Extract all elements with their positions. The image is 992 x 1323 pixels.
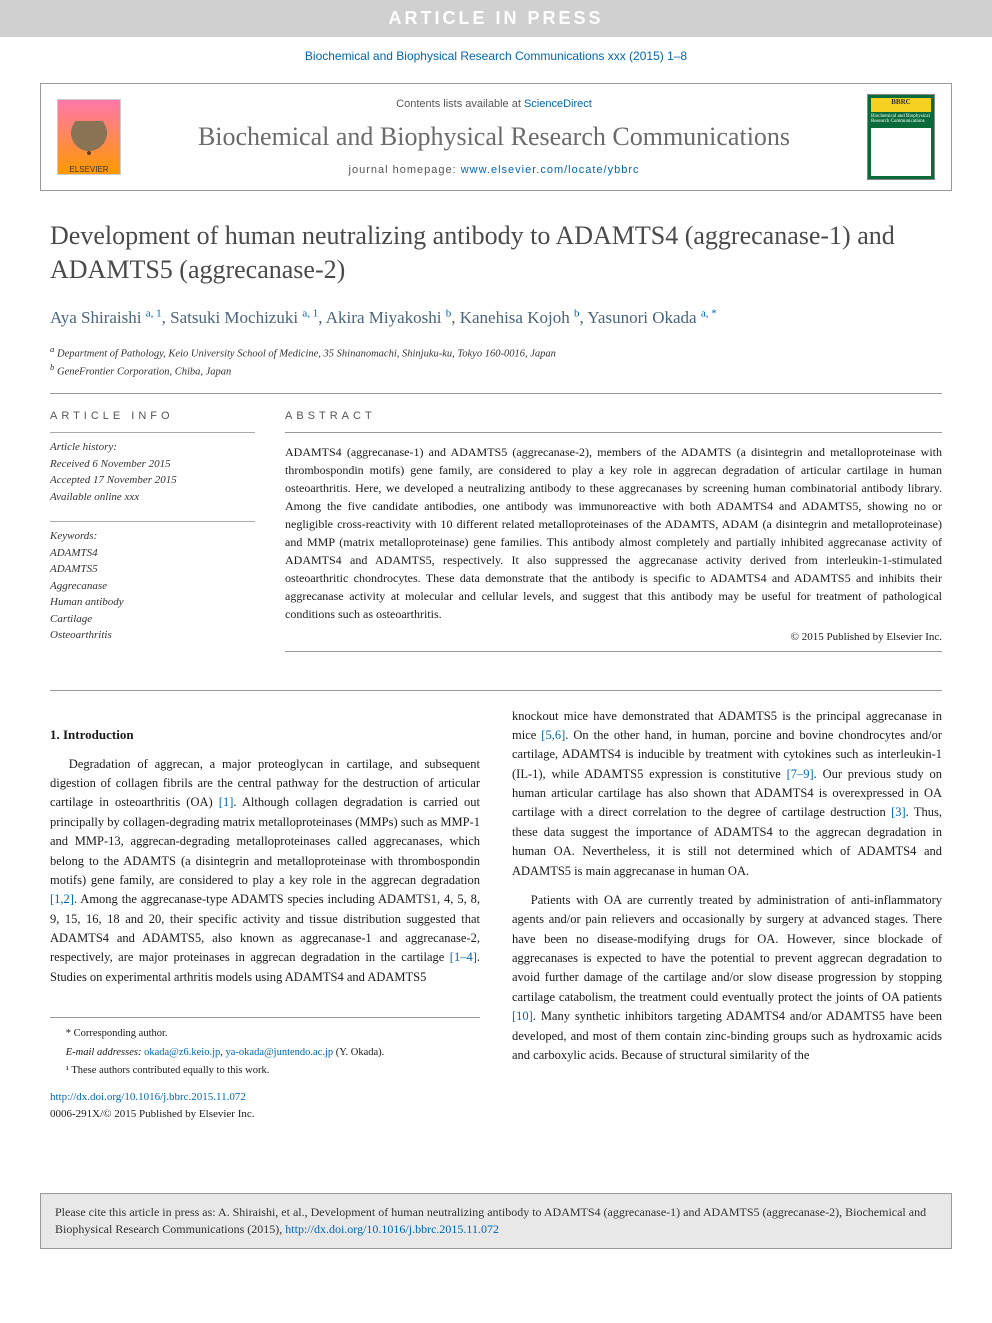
available-date: Available online xxx — [50, 489, 255, 506]
ref-link[interactable]: [1–4] — [450, 950, 477, 964]
author-sup: b — [446, 307, 452, 319]
email-link-1[interactable]: okada@z6.keio.jp — [144, 1047, 220, 1058]
ref-link[interactable]: [5,6] — [541, 728, 565, 742]
journal-cover-thumb: BBRC Biochemical and Biophysical Researc… — [867, 94, 935, 180]
doi-link[interactable]: http://dx.doi.org/10.1016/j.bbrc.2015.11… — [50, 1091, 246, 1103]
author-name: Yasunori Okada a, * — [587, 308, 716, 327]
keyword: Cartilage — [50, 611, 255, 628]
doi-block: http://dx.doi.org/10.1016/j.bbrc.2015.11… — [50, 1089, 480, 1123]
authors-list: Aya Shiraishi a, 1, Satsuki Mochizuki a,… — [50, 305, 942, 331]
body-paragraph-2: knockout mice have demonstrated that ADA… — [512, 707, 942, 881]
issn-line: 0006-291X/© 2015 Published by Elsevier I… — [50, 1108, 255, 1120]
ref-link[interactable]: [1,2] — [50, 892, 74, 906]
affiliation: b GeneFrontier Corporation, Chiba, Japan — [50, 362, 942, 378]
keyword: Human antibody — [50, 594, 255, 611]
body-two-column: 1. Introduction Degradation of aggrecan,… — [50, 707, 942, 1124]
sciencedirect-link[interactable]: ScienceDirect — [524, 98, 592, 110]
divider — [50, 690, 942, 691]
ref-link[interactable]: [1] — [219, 795, 234, 809]
journal-masthead: ELSEVIER Contents lists available at Sci… — [40, 83, 952, 191]
contents-lists-line: Contents lists available at ScienceDirec… — [137, 98, 851, 110]
contents-prefix: Contents lists available at — [396, 98, 524, 110]
email-addresses-line: E-mail addresses: okada@z6.keio.jp, ya-o… — [50, 1045, 480, 1061]
article-history-block: Article history: Received 6 November 201… — [50, 432, 255, 505]
homepage-prefix: journal homepage: — [349, 164, 461, 176]
equal-contribution-note: ¹ These authors contributed equally to t… — [50, 1063, 480, 1079]
ref-link[interactable]: [3] — [891, 805, 906, 819]
journal-homepage-link[interactable]: www.elsevier.com/locate/ybbrc — [461, 164, 640, 176]
footnotes-block: * Corresponding author. E-mail addresses… — [50, 1017, 480, 1079]
author-sup: a, 1 — [146, 307, 162, 319]
journal-name: Biochemical and Biophysical Research Com… — [137, 122, 851, 152]
received-date: Received 6 November 2015 — [50, 456, 255, 473]
affiliation: a Department of Pathology, Keio Universi… — [50, 344, 942, 360]
email-person: (Y. Okada). — [336, 1047, 385, 1058]
author-sup: a, 1 — [302, 307, 318, 319]
journal-homepage-line: journal homepage: www.elsevier.com/locat… — [137, 164, 851, 176]
keyword: Aggrecanase — [50, 578, 255, 595]
keywords-label: Keywords: — [50, 528, 255, 545]
email-link-2[interactable]: ya-okada@juntendo.ac.jp — [226, 1047, 334, 1058]
body-paragraph-1: Degradation of aggrecan, a major proteog… — [50, 755, 480, 988]
keyword: ADAMTS4 — [50, 545, 255, 562]
author-name: Aya Shiraishi a, 1 — [50, 308, 162, 327]
article-title: Development of human neutralizing antibo… — [50, 219, 942, 287]
abstract-heading: ABSTRACT — [285, 410, 942, 422]
history-label: Article history: — [50, 439, 255, 456]
article-info-column: ARTICLE INFO Article history: Received 6… — [50, 410, 255, 660]
affiliations: a Department of Pathology, Keio Universi… — [50, 344, 942, 377]
section-1-heading: 1. Introduction — [50, 725, 480, 745]
journal-reference: Biochemical and Biophysical Research Com… — [0, 37, 992, 75]
citation-doi-link[interactable]: http://dx.doi.org/10.1016/j.bbrc.2015.11… — [285, 1222, 499, 1236]
author-name: Satsuki Mochizuki a, 1 — [170, 308, 318, 327]
article-in-press-banner: ARTICLE IN PRESS — [0, 0, 992, 37]
author-name: Kanehisa Kojoh b — [460, 308, 580, 327]
info-abstract-row: ARTICLE INFO Article history: Received 6… — [50, 410, 942, 660]
masthead-center: Contents lists available at ScienceDirec… — [137, 98, 851, 176]
author-sup: a, * — [701, 307, 717, 319]
body-paragraph-3: Patients with OA are currently treated b… — [512, 891, 942, 1065]
keyword: ADAMTS5 — [50, 561, 255, 578]
keyword: Osteoarthritis — [50, 627, 255, 644]
email-label: E-mail addresses: — [66, 1047, 142, 1058]
article-content: Development of human neutralizing antibo… — [0, 199, 992, 1173]
citation-box: Please cite this article in press as: A.… — [40, 1193, 952, 1249]
accepted-date: Accepted 17 November 2015 — [50, 472, 255, 489]
cover-title: Biochemical and Biophysical Research Com… — [871, 114, 931, 124]
abstract-copyright: © 2015 Published by Elsevier Inc. — [285, 631, 942, 643]
article-info-heading: ARTICLE INFO — [50, 410, 255, 422]
cover-abbr: BBRC — [871, 98, 931, 112]
ref-link[interactable]: [10] — [512, 1009, 533, 1023]
divider — [50, 393, 942, 394]
abstract-text: ADAMTS4 (aggrecanase-1) and ADAMTS5 (agg… — [285, 443, 942, 623]
author-name: Akira Miyakoshi b — [326, 308, 451, 327]
author-sup: b — [574, 307, 580, 319]
abstract-column: ABSTRACT ADAMTS4 (aggrecanase-1) and ADA… — [285, 410, 942, 660]
keywords-block: Keywords: ADAMTS4ADAMTS5AggrecanaseHuman… — [50, 521, 255, 644]
ref-link[interactable]: [7–9] — [787, 767, 814, 781]
elsevier-label: ELSEVIER — [69, 165, 108, 174]
corresponding-author-note: * Corresponding author. — [50, 1026, 480, 1042]
elsevier-logo: ELSEVIER — [57, 99, 121, 175]
